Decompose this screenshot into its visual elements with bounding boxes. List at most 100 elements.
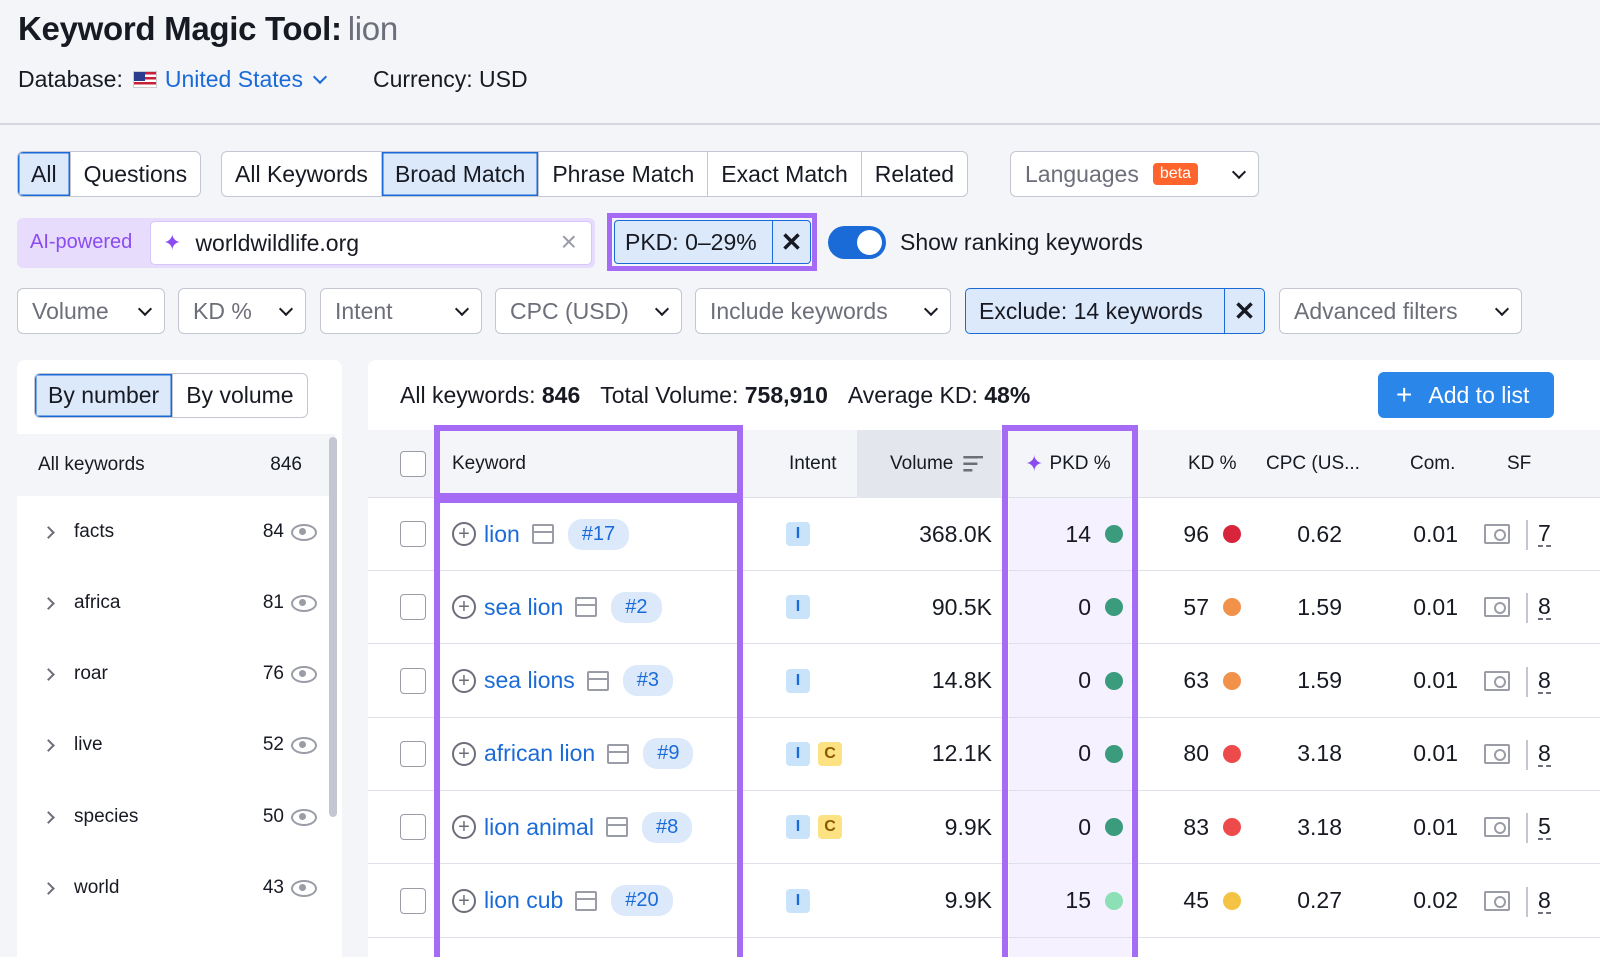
tab-all-keywords[interactable]: All Keywords	[222, 152, 382, 196]
keyword-link[interactable]: lion animal	[484, 813, 594, 840]
ranking-position-badge[interactable]: #17	[567, 518, 630, 550]
eye-icon[interactable]	[291, 879, 317, 897]
serp-preview-icon[interactable]	[586, 670, 609, 691]
add-keyword-icon[interactable]: +	[452, 668, 476, 693]
kd-difficulty-dot	[1223, 744, 1241, 763]
tab-by-number[interactable]: By number	[35, 374, 174, 417]
chevron-right-icon[interactable]	[42, 881, 55, 895]
add-keyword-icon[interactable]: +	[452, 741, 476, 766]
select-all-checkbox[interactable]	[400, 451, 426, 477]
serp-features-icon[interactable]	[1484, 890, 1510, 911]
sidebar-item-facts[interactable]: facts 84	[17, 496, 335, 568]
add-keyword-icon[interactable]: +	[452, 522, 476, 546]
serp-features-icon[interactable]	[1484, 524, 1510, 544]
ranking-position-badge[interactable]: #8	[641, 811, 693, 843]
chevron-right-icon[interactable]	[42, 738, 55, 752]
include-keywords-filter[interactable]: Include keywords	[695, 288, 951, 334]
cpc-filter[interactable]: CPC (USD)	[495, 288, 682, 334]
kd-column-header[interactable]: KD %	[1188, 453, 1237, 474]
exclude-keywords-chip[interactable]: Exclude: 14 keywords ✕	[965, 288, 1265, 334]
serp-preview-icon[interactable]	[605, 817, 628, 838]
remove-filter-icon[interactable]: ✕	[772, 221, 810, 263]
serp-features-count[interactable]: 7	[1538, 520, 1551, 547]
tab-all[interactable]: All	[18, 152, 71, 196]
eye-icon[interactable]	[291, 594, 317, 612]
database-selector[interactable]: United States	[165, 66, 328, 93]
serp-preview-icon[interactable]	[575, 890, 598, 911]
keyword-link[interactable]: sea lion	[484, 593, 564, 620]
serp-features-count[interactable]: 8	[1538, 666, 1551, 694]
keyword-column-header[interactable]: Keyword	[452, 453, 526, 474]
advanced-filters[interactable]: Advanced filters	[1279, 288, 1522, 334]
row-checkbox[interactable]	[400, 594, 426, 621]
intent-filter[interactable]: Intent	[320, 288, 482, 334]
ai-powered-label: AI-powered	[30, 231, 133, 253]
sidebar-item-all-keywords[interactable]: All keywords 846	[17, 434, 335, 496]
row-checkbox[interactable]	[400, 887, 426, 914]
chevron-right-icon[interactable]	[42, 596, 55, 610]
ranking-keywords-toggle[interactable]	[828, 226, 886, 259]
tab-questions[interactable]: Questions	[83, 160, 188, 187]
eye-icon[interactable]	[291, 736, 317, 754]
add-keyword-icon[interactable]: +	[452, 888, 476, 913]
tab-phrase-match[interactable]: Phrase Match	[539, 152, 709, 196]
keyword-link[interactable]: sea lions	[484, 667, 575, 694]
keyword-link[interactable]: lion cub	[484, 887, 564, 913]
eye-icon[interactable]	[291, 523, 317, 541]
serp-features-icon[interactable]	[1484, 597, 1510, 618]
clear-icon[interactable]: ×	[560, 226, 577, 257]
volume-filter[interactable]: Volume	[17, 288, 165, 334]
tab-related[interactable]: Related	[874, 160, 955, 187]
intent-column-header[interactable]: Intent	[789, 453, 837, 474]
chevron-right-icon[interactable]	[42, 667, 55, 681]
serp-preview-icon[interactable]	[607, 743, 630, 764]
volume-column-header[interactable]: Volume	[857, 430, 1001, 498]
pkd-column-header[interactable]: ✦ PKD %	[1025, 430, 1111, 498]
sidebar-item-count: 50	[262, 806, 284, 827]
sort-descending-icon[interactable]	[963, 456, 984, 472]
eye-icon[interactable]	[291, 808, 317, 826]
sidebar-item-roar[interactable]: roar 76	[17, 638, 335, 710]
sidebar-item-live[interactable]: live 52	[17, 709, 335, 781]
remove-filter-icon[interactable]: ✕	[1224, 289, 1264, 333]
languages-dropdown[interactable]: Languages beta	[1010, 151, 1259, 197]
serp-features-count[interactable]: 8	[1538, 739, 1551, 767]
sidebar-item-world[interactable]: world 43	[17, 852, 335, 924]
add-keyword-icon[interactable]: +	[452, 595, 476, 620]
pkd-filter-chip[interactable]: PKD: 0–29% ✕	[614, 220, 811, 264]
sidebar-item-species[interactable]: species 50	[17, 781, 335, 853]
kd-filter[interactable]: KD %	[178, 288, 306, 334]
serp-features-count[interactable]: 8	[1538, 886, 1551, 914]
serp-features-icon[interactable]	[1484, 670, 1510, 691]
keyword-link[interactable]: lion	[484, 520, 520, 547]
serp-features-count[interactable]: 5	[1538, 813, 1551, 841]
tab-by-volume[interactable]: By volume	[186, 382, 294, 408]
eye-icon[interactable]	[291, 665, 317, 683]
ranking-position-badge[interactable]: #3	[622, 665, 674, 697]
competition-column-header[interactable]: Com.	[1410, 453, 1456, 474]
ranking-position-badge[interactable]: #9	[643, 738, 694, 770]
row-checkbox[interactable]	[400, 521, 426, 547]
row-checkbox[interactable]	[400, 814, 426, 841]
row-checkbox[interactable]	[400, 667, 426, 694]
serp-preview-icon[interactable]	[575, 597, 598, 618]
add-keyword-icon[interactable]: +	[452, 815, 476, 840]
tab-exact-match[interactable]: Exact Match	[708, 152, 862, 196]
sidebar-item-africa[interactable]: africa 81	[17, 567, 335, 639]
serp-features-count[interactable]: 8	[1538, 593, 1551, 621]
chevron-right-icon[interactable]	[42, 810, 55, 824]
serp-features-column-header[interactable]: SF	[1507, 453, 1532, 474]
domain-input[interactable]: ✦ worldwildlife.org ×	[150, 221, 592, 265]
add-to-list-button[interactable]: + Add to list	[1378, 372, 1554, 418]
row-checkbox[interactable]	[400, 740, 426, 767]
serp-features-icon[interactable]	[1484, 743, 1510, 764]
chevron-right-icon[interactable]	[42, 525, 55, 539]
serp-preview-icon[interactable]	[531, 524, 554, 544]
ranking-position-badge[interactable]: #20	[611, 885, 673, 916]
keyword-link[interactable]: african lion	[484, 740, 596, 767]
sidebar-scrollbar[interactable]	[329, 437, 337, 817]
ranking-position-badge[interactable]: #2	[611, 591, 662, 623]
tab-broad-match[interactable]: Broad Match	[381, 152, 540, 196]
cpc-column-header[interactable]: CPC (US...	[1266, 453, 1360, 474]
serp-features-icon[interactable]	[1484, 817, 1510, 838]
